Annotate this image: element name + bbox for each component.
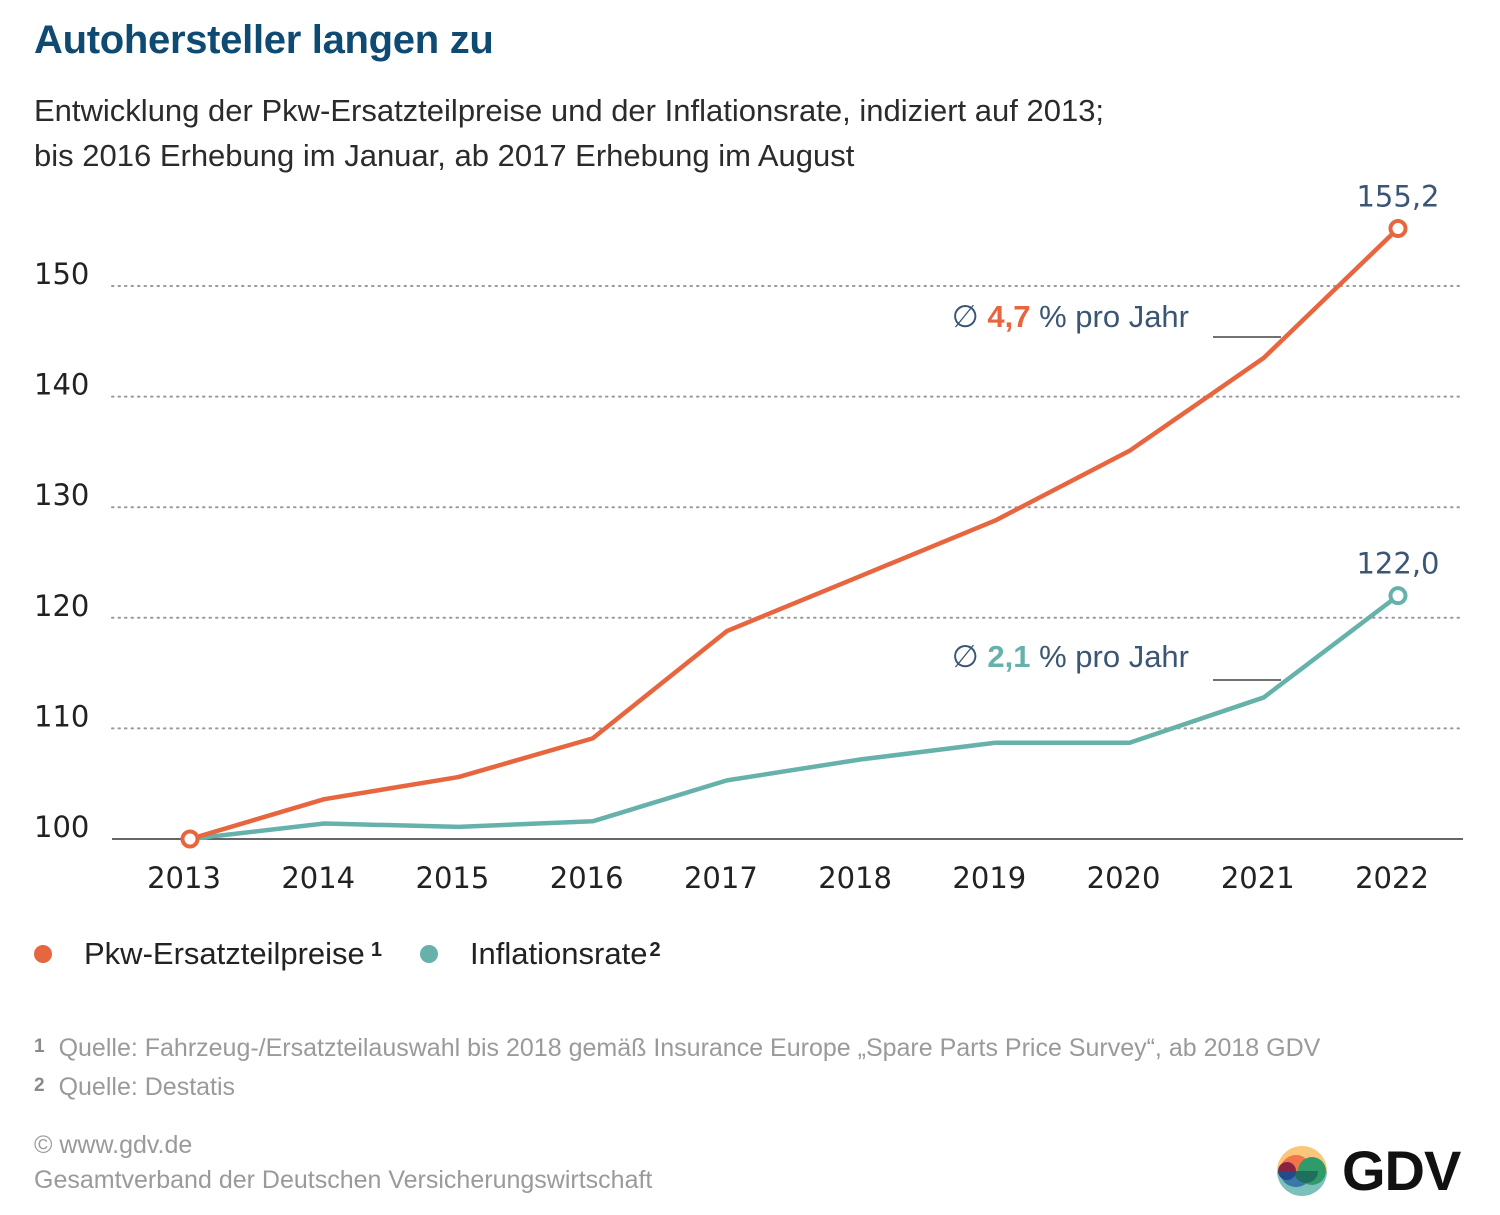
organization-name: Gesamtverband der Deutschen Versicherung…	[34, 1166, 653, 1194]
x-axis-ticks: 2013 2014 2015 2016 2017 2018 2019 2020 2021 2022	[147, 861, 1429, 895]
average-growth-label: ∅ 4,7 % pro Jahr	[952, 299, 1189, 334]
legend-item-inflation[interactable]: Inflationsrate 2	[419, 936, 661, 972]
end-point-marker	[1388, 218, 1408, 238]
x-tick-label: 2020	[1087, 861, 1161, 895]
x-tick-label: 2013	[147, 861, 221, 895]
legend-label: Inflationsrate	[469, 936, 648, 971]
average-value: 2,1	[987, 639, 1030, 674]
subtitle-line-2: bis 2016 Erhebung im Januar, ab 2017 Erh…	[34, 138, 855, 173]
y-tick-label: 130	[34, 478, 89, 512]
series-line-inflation	[187, 593, 1401, 842]
average-symbol: ∅	[952, 299, 988, 334]
legend-footnote-ref: 2	[649, 938, 661, 961]
legend-item-spare-parts[interactable]: Pkw-Ersatzteilpreise 1	[34, 936, 382, 972]
footnote-text: Quelle: Destatis	[58, 1073, 236, 1101]
average-unit: % pro Jahr	[1030, 299, 1189, 334]
gridlines	[111, 285, 1464, 840]
series-line-spare-parts	[187, 226, 1401, 842]
legend: Pkw-Ersatzteilpreise 1 Inflationsrate 2	[34, 936, 699, 972]
chart-subtitle: Entwicklung der Pkw-Ersatzteilpreise und…	[34, 88, 1104, 178]
footnotes: 1 Quelle: Fahrzeug-/Ersatzteilauswahl bis…	[34, 1028, 1320, 1106]
x-tick-label: 2015	[416, 861, 490, 895]
legend-label: Pkw-Ersatzteilpreise	[84, 936, 365, 971]
footnote-number: 1	[34, 1036, 45, 1057]
start-point-marker	[180, 829, 200, 849]
copyright-link[interactable]: © www.gdv.de	[34, 1131, 193, 1159]
average-growth-label: ∅ 2,1 % pro Jahr	[952, 639, 1189, 674]
chart-title: Autohersteller langen zu	[34, 18, 494, 62]
x-tick-label: 2014	[281, 861, 355, 895]
footnote-1: 1 Quelle: Fahrzeug-/Ersatzteilauswahl bis…	[34, 1028, 1320, 1067]
end-point-marker	[1388, 586, 1408, 606]
subtitle-line-1: Entwicklung der Pkw-Ersatzteilpreise und…	[34, 93, 1105, 128]
x-tick-label: 2021	[1221, 861, 1295, 895]
x-tick-label: 2016	[550, 861, 624, 895]
legend-dot-spare-parts-icon	[34, 945, 52, 963]
x-tick-label: 2019	[952, 861, 1026, 895]
annotations: 122,0 ∅ 2,1 % pro Jahr 155,2 ∅ 4,7 % pro Ja…	[952, 179, 1440, 681]
x-tick-label: 2022	[1355, 861, 1429, 895]
y-tick-label: 110	[34, 699, 89, 733]
logo-text: GDV	[1342, 1139, 1461, 1202]
x-tick-label: 2017	[684, 861, 758, 895]
series-group	[180, 218, 1408, 849]
legend-footnote-ref: 1	[370, 938, 382, 961]
y-tick-label: 120	[34, 589, 89, 623]
footnote-2: 2 Quelle: Destatis	[34, 1067, 1320, 1106]
legend-dot-inflation-icon	[419, 945, 438, 963]
y-tick-label: 150	[34, 257, 89, 291]
average-symbol: ∅	[952, 639, 988, 674]
y-axis-ticks: 100 110 120 130 140 150	[34, 257, 89, 844]
credits: © www.gdv.de Gesamtverband der Deutschen…	[34, 1128, 652, 1198]
x-tick-label: 2018	[818, 861, 892, 895]
average-unit: % pro Jahr	[1030, 639, 1189, 674]
end-value-label: 155,2	[1356, 179, 1439, 213]
footnote-text: Quelle: Fahrzeug-/Ersatzteilauswahl bis …	[58, 1034, 1321, 1062]
average-value: 4,7	[987, 299, 1030, 334]
y-tick-label: 140	[34, 368, 89, 402]
gdv-logo-icon	[1277, 1145, 1327, 1196]
footnote-number: 2	[34, 1075, 45, 1096]
gdv-logo: GDV	[1276, 1138, 1461, 1203]
end-value-label: 122,0	[1356, 547, 1439, 581]
y-tick-label: 100	[34, 810, 89, 844]
